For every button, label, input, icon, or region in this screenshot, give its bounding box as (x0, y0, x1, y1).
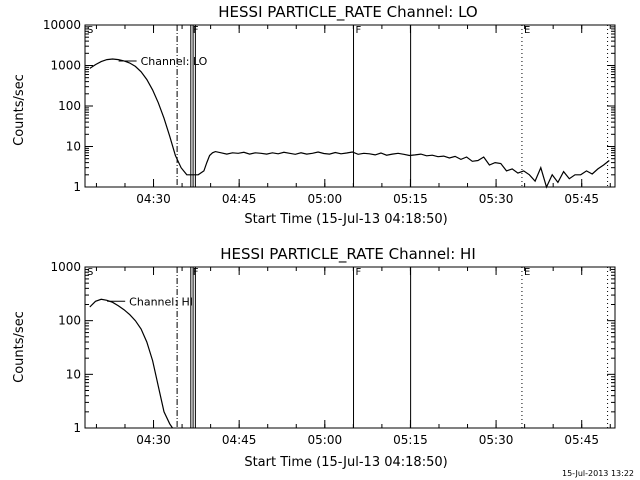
y-tick-label-hi-3: 1000 (50, 260, 81, 274)
x-tick-label-lo-3: 05:15 (393, 192, 428, 206)
x-tick-label-hi-2: 05:00 (308, 433, 343, 447)
x-tick-label-hi-1: 04:45 (222, 433, 257, 447)
y-tick-label-lo-0: 1 (73, 180, 81, 194)
x-axis-label-hi: Start Time (15-Jul-13 04:18:50) (244, 455, 447, 470)
x-tick-label-hi-0: 04:30 (136, 433, 171, 447)
y-tick-label-lo-4: 10000 (43, 18, 81, 32)
chart-panel-hi: HESSI PARTICLE_RATE Channel: HI Counts/s… (12, 245, 616, 470)
y-axis-label-lo: Counts/sec (12, 74, 27, 146)
x-tick-label-lo-1: 04:45 (222, 192, 257, 206)
event-marker-label-lo-5: F (356, 25, 362, 36)
event-marker-label-hi-0: S (87, 267, 93, 278)
x-axis-label-lo: Start Time (15-Jul-13 04:18:50) (244, 212, 447, 227)
series-label-lo-0: Channel: LO (141, 55, 208, 68)
y-tick-label-lo-3: 1000 (50, 59, 81, 73)
plot-frame-hi (84, 266, 616, 429)
series-line-hi-0 (89, 298, 173, 429)
x-tick-label-hi-3: 05:15 (393, 433, 428, 447)
event-marker-label-lo-7: E (524, 25, 530, 36)
x-tick-label-hi-4: 05:30 (479, 433, 514, 447)
footer-timestamp: 15-Jul-2013 13:22 (562, 469, 634, 478)
y-tick-label-hi-0: 1 (73, 421, 81, 435)
y-tick-label-lo-1: 10 (66, 140, 81, 154)
chart-panel-lo: HESSI PARTICLE_RATE Channel: LO Counts/s… (12, 3, 616, 227)
y-axis-label-hi: Counts/sec (12, 311, 27, 383)
series-label-hi-0: Channel: HI (129, 295, 193, 308)
x-tick-label-lo-2: 05:00 (308, 192, 343, 206)
chart-title-hi: HESSI PARTICLE_RATE Channel: HI (220, 245, 476, 264)
plot-frame-lo (84, 24, 616, 188)
y-tick-label-hi-2: 100 (58, 314, 81, 328)
event-marker-label-lo-0: S (87, 25, 93, 36)
y-tick-label-hi-1: 10 (66, 367, 81, 381)
x-tick-label-hi-5: 05:45 (564, 433, 599, 447)
event-marker-label-hi-7: E (524, 267, 530, 278)
x-tick-label-lo-0: 04:30 (136, 192, 171, 206)
event-marker-label-hi-5: F (356, 267, 362, 278)
series-line-lo-0 (89, 58, 610, 189)
y-tick-label-lo-2: 100 (58, 99, 81, 113)
x-tick-label-lo-4: 05:30 (479, 192, 514, 206)
x-tick-label-lo-5: 05:45 (564, 192, 599, 206)
chart-title-lo: HESSI PARTICLE_RATE Channel: LO (218, 3, 477, 22)
